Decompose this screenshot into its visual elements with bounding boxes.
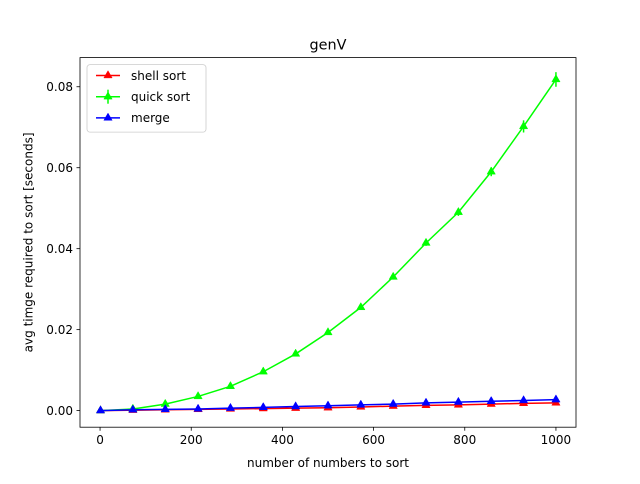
data-point [95, 405, 106, 414]
legend-entry-quick-sort: quick sort [96, 89, 190, 104]
data-point [193, 403, 203, 412]
plot-area [95, 72, 561, 414]
data-point [518, 121, 529, 130]
x-tick-label: 1000 [541, 433, 572, 447]
data-point [160, 404, 170, 413]
data-point [551, 74, 561, 83]
y-tick-label: 0.06 [46, 161, 73, 175]
legend: shell sort quick sort merge [86, 64, 207, 133]
data-point [291, 348, 301, 357]
data-point [551, 394, 561, 403]
data-point [128, 404, 138, 413]
y-tick-label: 0.02 [46, 323, 73, 337]
legend-label: merge [131, 111, 170, 125]
data-point [356, 302, 366, 311]
x-tick-label: 800 [453, 433, 476, 447]
data-point [388, 271, 398, 280]
data-point [291, 401, 301, 410]
data-point [453, 396, 463, 405]
legend-entry-merge: merge [96, 111, 170, 125]
legend-marker [103, 70, 113, 79]
legend-marker [103, 112, 113, 121]
chart-title: genV [310, 38, 347, 54]
y-axis: 0.00 0.02 0.04 0.06 0.08 [46, 80, 80, 418]
data-point [518, 395, 529, 404]
y-tick-label: 0.08 [46, 80, 73, 94]
data-point [421, 237, 431, 246]
legend-frame [86, 64, 207, 133]
data-point [388, 398, 398, 407]
data-point [225, 381, 236, 389]
x-tick-label: 400 [271, 433, 294, 447]
x-tick-label: 0 [96, 433, 104, 447]
y-axis-label: avg timge required to sort [seconds] [22, 132, 36, 352]
legend-marker [103, 91, 113, 100]
data-point [421, 397, 431, 406]
y-tick-label: 0.04 [46, 242, 73, 256]
y-tick-label: 0.00 [46, 404, 73, 418]
x-tick-label: 200 [180, 433, 203, 447]
data-point [486, 395, 496, 404]
series-merge [95, 394, 561, 414]
data-point [486, 166, 496, 175]
x-tick-label: 600 [362, 433, 385, 447]
data-point [225, 402, 236, 411]
x-axis-label: number of numbers to sort [247, 456, 409, 470]
data-point [258, 402, 268, 411]
data-point [356, 399, 366, 408]
data-point [258, 366, 268, 375]
legend-label: shell sort [131, 69, 186, 83]
data-point [453, 206, 463, 215]
data-point [323, 400, 333, 409]
legend-entry-shell-sort: shell sort [96, 69, 186, 83]
data-point [193, 391, 203, 400]
data-point [323, 327, 333, 336]
x-axis: 0 200 400 600 800 1000 [96, 427, 571, 447]
legend-label: quick sort [131, 90, 190, 104]
plot-frame [79, 57, 577, 428]
